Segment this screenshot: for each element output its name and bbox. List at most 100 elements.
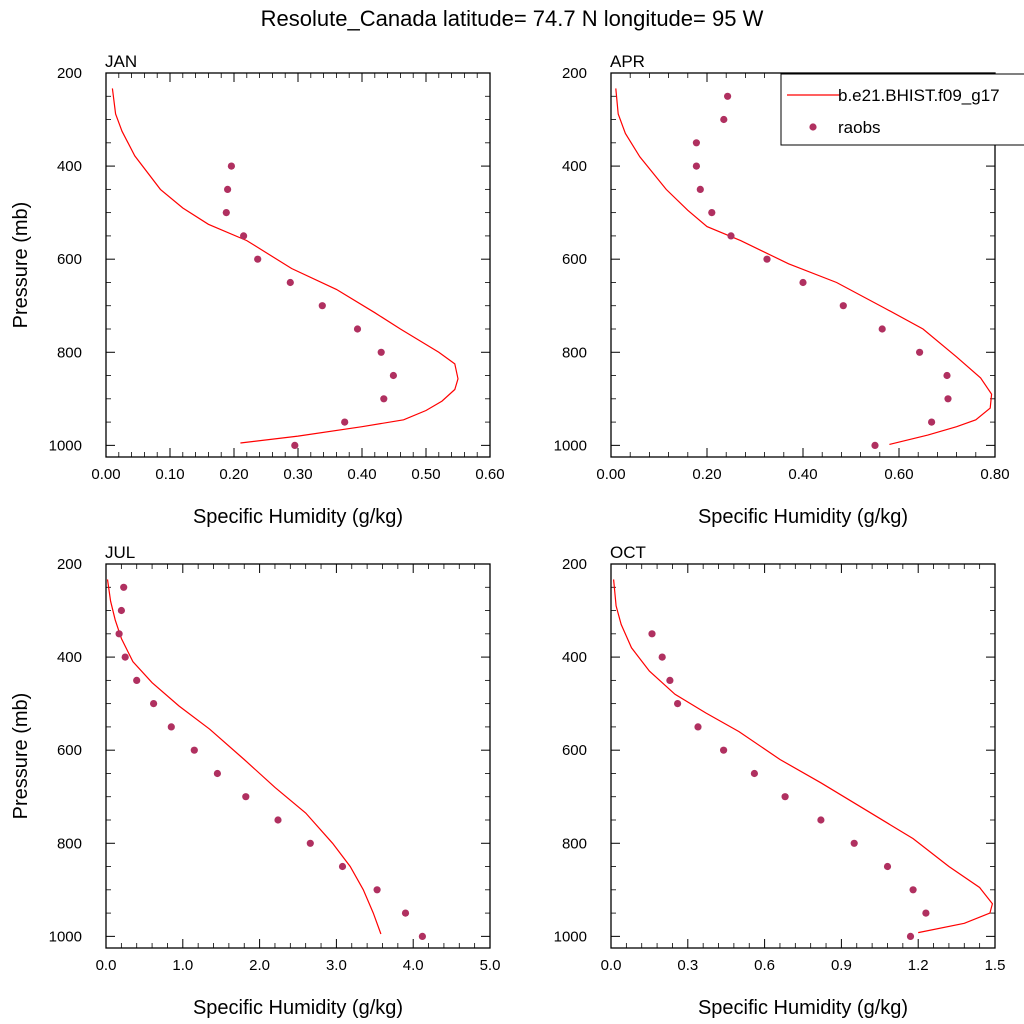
obs-point [850,839,858,847]
x-tick-label: 2.0 [249,957,270,974]
y-tick-label: 400 [57,649,82,666]
x-axis-label: Specific Humidity (g/kg) [193,997,403,1019]
y-tick-label: 400 [57,158,82,175]
x-tick-label: 0.40 [788,466,817,483]
obs-point [242,793,250,801]
y-tick-label: 600 [562,742,587,759]
obs-point [878,325,886,333]
x-tick-label: 0.20 [692,466,721,483]
obs-point [708,209,716,217]
obs-point [341,418,349,426]
obs-point [922,909,930,917]
obs-point [133,676,141,685]
obs-point [353,325,362,333]
panel-label: JUL [105,543,135,562]
x-tick-label: 0.00 [91,466,120,483]
obs-point [150,700,158,708]
panel-jan: JAN 0.00 0.10 0.20 0.30 0.40 0.50 0.60 200 400 600… [10,52,505,528]
x-tick-label: 1.5 [985,957,1006,974]
obs-point [213,769,221,778]
obs-point [291,441,299,449]
x-tick-label: 0.10 [155,466,184,483]
y-tick-label: 400 [562,649,587,666]
x-tick-label: 1.2 [908,957,929,974]
x-tick-label: 0.60 [475,466,504,483]
obs-point [727,232,735,240]
obs-point [254,255,262,263]
obs-point [750,769,759,778]
legend-model-label: b.e21.BHIST.f09_g17 [838,86,1000,105]
obs-point [720,115,728,124]
y-tick-label: 400 [562,158,587,175]
y-tick-label: 800 [562,835,587,852]
obs-point [666,676,674,685]
x-tick-label: 0.0 [96,957,117,974]
y-tick-label: 200 [57,65,82,82]
y-tick-label: 600 [562,251,587,268]
y-tick-label: 1000 [49,928,82,945]
y-tick-label: 600 [57,251,82,268]
plot-frame [105,563,491,949]
obs-point [674,700,682,708]
chart-title: Resolute_Canada latitude= 74.7 N longitu… [261,6,764,31]
obs-point [120,583,128,591]
x-axis-label: Specific Humidity (g/kg) [698,506,908,528]
obs-point [167,723,175,731]
obs-point [286,278,294,287]
obs-point [389,371,397,380]
obs-point [274,816,282,824]
obs-point [224,185,232,193]
y-tick-label: 800 [57,344,82,361]
obs-point [839,302,847,310]
y-axis-label: Pressure (mb) [10,202,32,329]
obs-point [906,932,915,941]
obs-point [658,653,666,661]
obs-point [338,862,347,871]
x-tick-label: 0.6 [754,957,775,974]
obs-point [190,746,198,754]
x-tick-label: 3.0 [326,957,347,974]
x-tick-label: 0.50 [411,466,440,483]
obs-point [883,862,892,871]
y-tick-label: 200 [562,65,587,82]
x-tick-label: 0.3 [677,957,698,974]
model-profile-line [111,88,459,444]
y-tick-label: 800 [57,835,82,852]
obs-point [648,630,656,638]
panel-jul: JUL 0.0 1.0 2.0 3.0 4.0 5.0 200 400 600 800 1000 Spe… [10,543,500,1019]
legend-obs-label: raobs [838,118,881,137]
y-axis-label: Pressure (mb) [10,693,32,820]
legend-box [780,73,1024,146]
y-tick-label: 1000 [49,437,82,454]
obs-point [222,209,230,217]
obs-point [377,348,385,356]
x-tick-label: 0.00 [596,466,625,483]
y-tick-label: 600 [57,742,82,759]
obs-point [115,630,123,638]
panel-oct: OCT 0.0 0.3 0.6 0.9 1.2 1.5 200 400 600 800 1000 Spe… [554,543,1006,1019]
x-tick-label: 0.60 [884,466,913,483]
obs-point [694,723,702,731]
model-profile-line [613,579,994,934]
legend-obs-swatch [809,123,817,131]
panel-label: JAN [105,52,137,71]
obs-point [928,418,936,426]
obs-point [418,932,426,941]
obs-point [306,839,314,847]
obs-point [117,606,125,615]
obs-point [781,793,789,801]
legend: b.e21.BHIST.f09_g17 raobs [780,73,1024,146]
panel-label: APR [610,52,645,71]
obs-point [692,139,701,147]
obs-point [909,886,917,894]
obs-point [817,816,825,824]
y-tick-label: 1000 [554,928,587,945]
model-profile-line [615,88,993,445]
obs-point [692,162,701,170]
x-tick-label: 5.0 [480,957,501,974]
obs-point [373,886,381,894]
obs-point [696,185,704,193]
obs-point [724,92,732,100]
x-tick-label: 0.0 [601,957,622,974]
